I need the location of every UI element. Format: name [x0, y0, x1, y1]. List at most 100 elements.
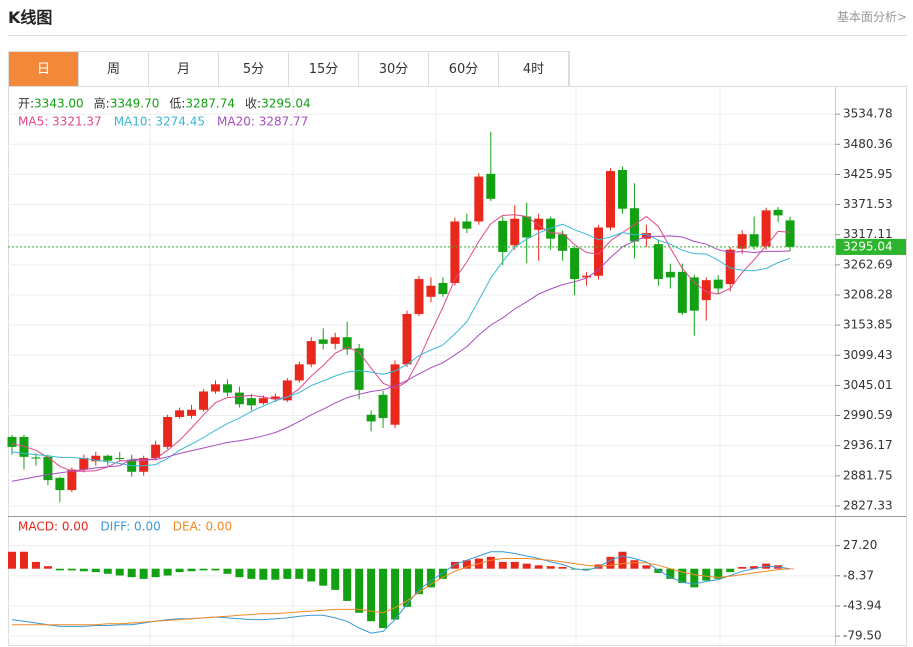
macd-bar [139, 568, 148, 579]
period-tab[interactable]: 4时 [499, 52, 569, 87]
macd-bar [199, 568, 208, 571]
macd-bar [319, 568, 328, 586]
candle-body [773, 209, 783, 216]
candle-body [785, 220, 795, 247]
macd-bar [522, 563, 531, 569]
candle-body [7, 436, 17, 447]
candle-body [139, 457, 149, 472]
period-tab[interactable]: 周 [79, 52, 149, 87]
candle-body [761, 210, 771, 247]
candle-body [187, 409, 197, 416]
candle-body [234, 392, 244, 405]
candle-body [378, 394, 388, 419]
candle-body [713, 279, 723, 289]
period-tab[interactable]: 15分 [289, 52, 359, 87]
legend-entry: MA5: 3321.37 [18, 115, 102, 129]
candle-body [330, 337, 340, 344]
ma-line [11, 235, 791, 482]
candle-body [677, 271, 687, 313]
candle-body [55, 477, 65, 491]
ma-line [11, 214, 791, 472]
info-label: 开: [18, 97, 34, 111]
candle-body [749, 234, 759, 247]
candle-body [19, 436, 29, 457]
y-tick-label: 3099.43 [843, 348, 893, 362]
candle-body [701, 280, 711, 301]
legend-entry: DIFF: 0.00 [101, 520, 161, 534]
info-value: 3343.00 [34, 97, 84, 111]
candle-body [737, 234, 747, 249]
macd-bar [223, 568, 232, 574]
fundamentals-link[interactable]: 基本面分析> [836, 10, 907, 24]
macd-bar [355, 568, 364, 613]
candle-body [175, 410, 185, 417]
period-tab[interactable]: 月 [149, 52, 219, 87]
candle-body [510, 218, 520, 246]
candle-body [103, 455, 113, 461]
macd-bar [187, 568, 196, 572]
candle-body [534, 218, 544, 230]
macd-bar [343, 568, 352, 601]
macd-bar [211, 568, 220, 571]
macd-bar [486, 556, 495, 569]
macd-bar [247, 568, 256, 579]
macd-bar [331, 568, 340, 590]
period-tab[interactable]: 5分 [219, 52, 289, 87]
info-label: 收: [245, 97, 261, 111]
legend-entry: MA20: 3287.77 [217, 115, 308, 129]
macd-bar [127, 568, 136, 578]
macd-bar [738, 567, 747, 569]
chart-frame [8, 86, 907, 646]
macd-bar [618, 551, 627, 569]
candle-body [570, 248, 580, 280]
candle-body [558, 234, 568, 251]
macd-bar [462, 560, 471, 569]
legend-entry: MA10: 3274.45 [114, 115, 205, 129]
macd-bar [606, 556, 615, 569]
period-tab[interactable]: 60分 [429, 52, 499, 87]
macd-bar [55, 568, 64, 571]
candle-body [67, 469, 77, 491]
period-tab[interactable]: 30分 [359, 52, 429, 87]
macd-bar [414, 568, 423, 595]
info-value: 3287.74 [185, 97, 235, 111]
candle-body [151, 444, 161, 458]
candle-body [43, 456, 53, 481]
macd-bar [678, 568, 687, 584]
y-tick-label: 3371.53 [843, 197, 893, 211]
candle-body [79, 457, 89, 470]
candle-body [689, 277, 699, 311]
candle-body [486, 173, 496, 199]
page-title: K线图 [8, 8, 53, 27]
y-tick-label: 27.20 [843, 538, 877, 552]
candle-body [641, 233, 651, 239]
candle-body [306, 341, 316, 365]
macd-bar [666, 568, 675, 579]
y-tick-label: 2990.59 [843, 408, 893, 422]
candle-body [665, 271, 675, 278]
candle-body [474, 176, 484, 222]
legend-entry: DEA: 0.00 [173, 520, 232, 534]
candle-body [318, 339, 328, 344]
macd-bar [630, 560, 639, 569]
candle-body [594, 227, 604, 276]
legend-entry: MACD: 0.00 [18, 520, 89, 534]
macd-bar [498, 561, 507, 569]
candle-body [617, 169, 627, 209]
candle-body [163, 416, 173, 447]
candle-body [498, 220, 508, 252]
candle-body [258, 398, 268, 404]
macd-bar [79, 568, 88, 572]
y-tick-label: 2881.75 [843, 468, 893, 482]
period-tab[interactable]: 日 [9, 52, 79, 87]
y-tick-label: 3153.85 [843, 318, 893, 332]
macd-line [12, 558, 791, 626]
macd-bar [750, 566, 759, 569]
macd-bar [271, 568, 280, 580]
info-label: 高: [94, 96, 110, 111]
candle-body [354, 348, 364, 390]
candle-body [390, 364, 400, 425]
macd-bar [558, 567, 567, 569]
macd-bar [546, 566, 555, 569]
y-tick-label: 3262.69 [843, 257, 893, 271]
